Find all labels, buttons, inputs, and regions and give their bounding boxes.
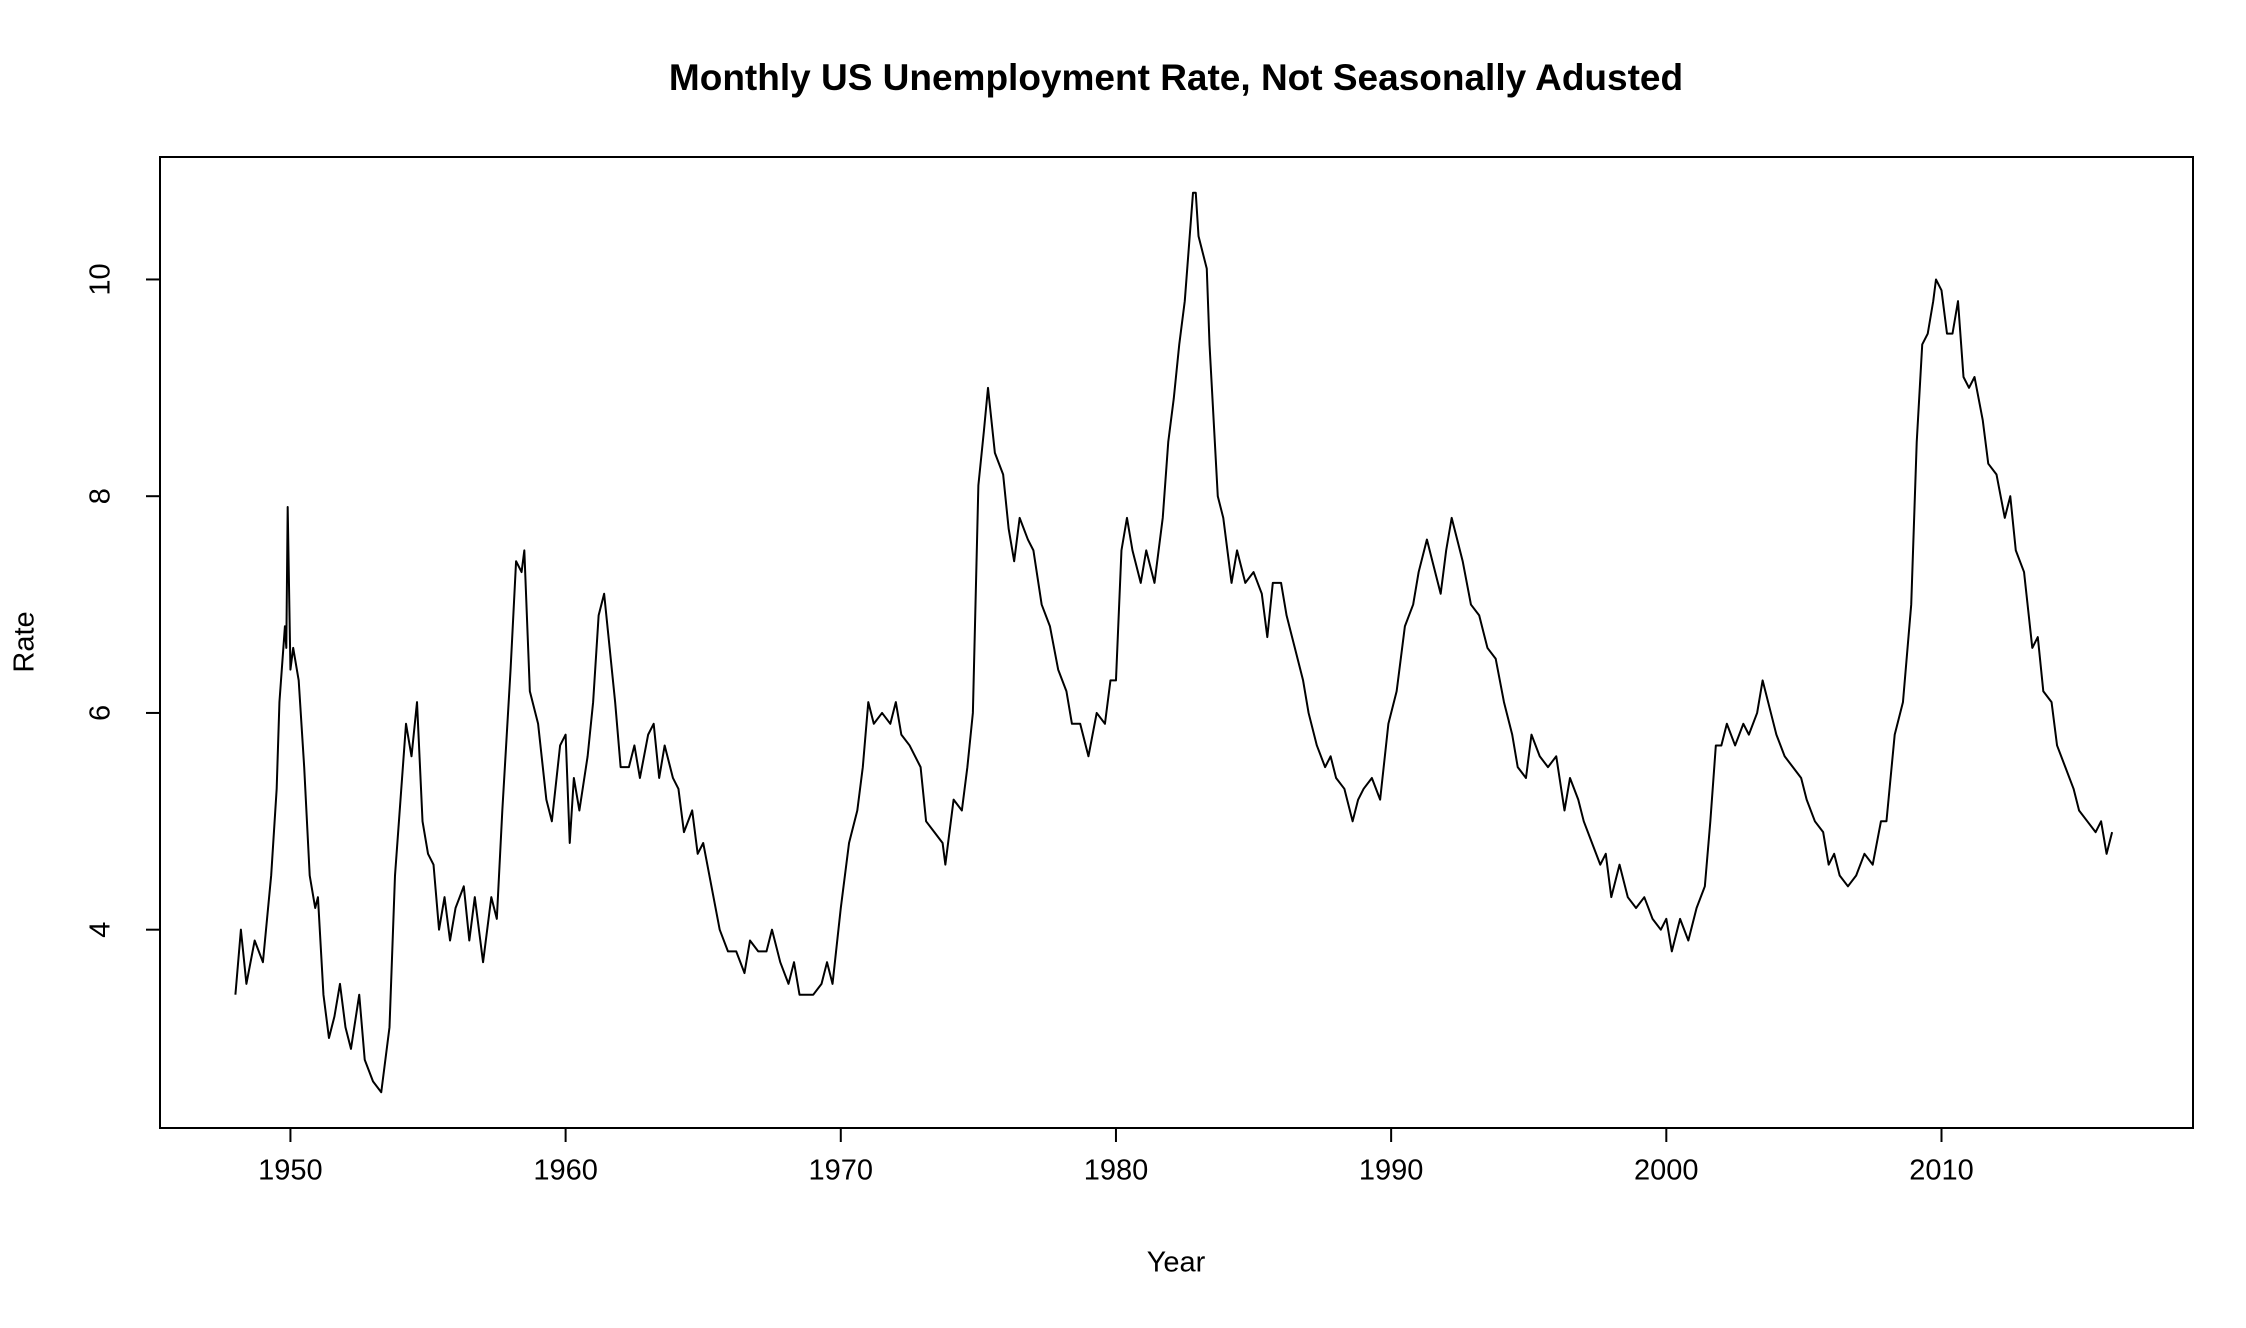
- x-tick-label: 2000: [1634, 1155, 1699, 1187]
- x-tick-label: 1950: [258, 1155, 323, 1187]
- x-tick-label: 1990: [1359, 1155, 1424, 1187]
- x-tick-label: 1980: [1084, 1155, 1149, 1187]
- x-tick-label: 1960: [533, 1155, 598, 1187]
- y-axis-label: Rate: [9, 611, 41, 672]
- x-axis-label: Year: [1147, 1247, 1206, 1279]
- y-tick-label: 4: [85, 922, 117, 938]
- x-tick-label: 2010: [1909, 1155, 1974, 1187]
- plot-frame: [159, 156, 2194, 1129]
- y-tick-label: 10: [85, 263, 117, 295]
- chart-title: Monthly US Unemployment Rate, Not Season…: [669, 57, 1683, 98]
- x-tick-label: 1970: [809, 1155, 874, 1187]
- y-tick-label: 8: [85, 488, 117, 504]
- data-line: [234, 191, 2114, 1094]
- y-tick-label: 6: [85, 705, 117, 721]
